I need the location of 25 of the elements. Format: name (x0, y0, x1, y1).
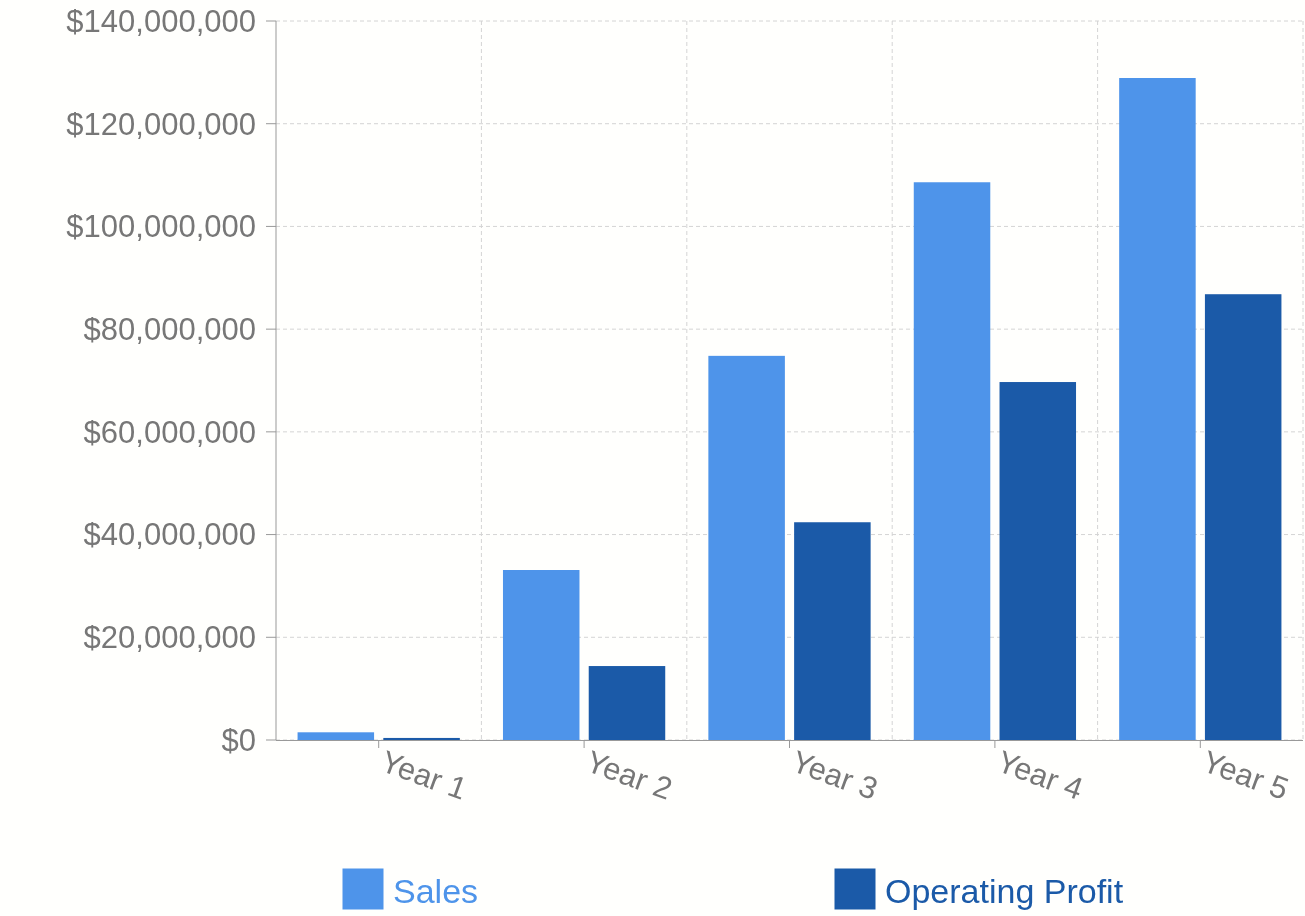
y-tick-label: $100,000,000 (66, 209, 256, 245)
x-tick-label: Year 4 (992, 743, 1088, 807)
y-tick-label: $120,000,000 (66, 106, 256, 142)
x-tick-label: Year 5 (1197, 743, 1294, 807)
y-tick-label: $20,000,000 (83, 620, 256, 656)
y-tick-label: $80,000,000 (83, 311, 256, 347)
bar (999, 382, 1077, 740)
bar (502, 570, 580, 740)
bar (383, 737, 460, 740)
y-tick-label: $140,000,000 (66, 3, 256, 39)
x-tick-label: Year 2 (581, 743, 677, 807)
y-tick-label: $0 (221, 722, 256, 758)
bar (794, 522, 871, 740)
y-tick-label: $60,000,000 (83, 414, 256, 450)
bar (1119, 78, 1196, 740)
bar (913, 182, 991, 740)
bar (1204, 294, 1282, 740)
legend-label: Operating Profit (885, 872, 1124, 910)
bar (708, 355, 785, 740)
x-tick-label: Year 3 (787, 743, 883, 807)
bar (588, 666, 666, 740)
bar (297, 732, 375, 740)
y-tick-label: $40,000,000 (83, 517, 256, 553)
legend-label: Sales (393, 872, 479, 910)
x-tick-label: Year 1 (376, 743, 472, 807)
